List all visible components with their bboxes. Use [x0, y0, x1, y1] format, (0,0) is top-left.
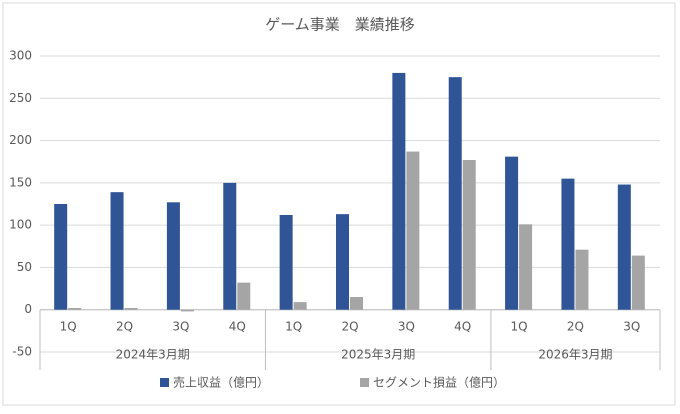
- x-tick-label: 4Q: [229, 320, 246, 334]
- x-tick-label: 4Q: [454, 320, 471, 334]
- bar: [561, 178, 575, 310]
- bar: [448, 77, 462, 310]
- bar: [406, 151, 420, 310]
- bar: [519, 224, 533, 310]
- y-tick-label: 300: [9, 49, 32, 63]
- legend-swatch: [360, 378, 369, 387]
- bar: [54, 204, 68, 310]
- y-tick-label: 200: [9, 133, 32, 147]
- bar: [293, 302, 307, 310]
- x-tick-label: 1Q: [60, 320, 77, 334]
- x-tick-label: 3Q: [398, 320, 415, 334]
- group-label: 2026年3月期: [538, 348, 612, 362]
- chart-title: ゲーム事業 業績推移: [265, 16, 415, 34]
- x-tick-label: 2Q: [341, 320, 358, 334]
- x-tick-label: 1Q: [285, 320, 302, 334]
- bar: [336, 214, 349, 310]
- bar: [124, 308, 138, 310]
- group-label: 2024年3月期: [116, 348, 190, 362]
- bar: [631, 255, 645, 310]
- x-tick-label: 3Q: [623, 320, 640, 334]
- x-tick-label: 3Q: [172, 320, 189, 334]
- bar: [350, 297, 363, 310]
- bar: [110, 192, 124, 310]
- group-label: 2025年3月期: [341, 348, 415, 362]
- bar: [462, 160, 476, 310]
- y-tick-label: 50: [17, 260, 32, 274]
- y-tick-label: 250: [9, 91, 32, 105]
- y-tick-label: 100: [9, 218, 32, 232]
- bar: [575, 249, 589, 310]
- bar: [237, 282, 251, 310]
- y-tick-label: 150: [9, 175, 32, 189]
- x-tick-label: 2Q: [567, 320, 584, 334]
- bar: [180, 309, 194, 312]
- legend-swatch: [160, 378, 169, 387]
- x-tick-label: 2Q: [116, 320, 133, 334]
- bar: [505, 156, 519, 310]
- bar: [68, 308, 82, 310]
- legend-label: セグメント損益（億円）: [373, 375, 505, 390]
- bar: [223, 182, 237, 310]
- y-tick-label: -50: [12, 345, 32, 359]
- legend-label: 売上収益（億円）: [173, 375, 269, 390]
- bar: [617, 184, 631, 310]
- x-tick-label: 1Q: [511, 320, 528, 334]
- bar: [392, 72, 406, 310]
- bar: [279, 214, 293, 310]
- y-tick-label: 0: [24, 302, 32, 316]
- bar: [166, 202, 180, 310]
